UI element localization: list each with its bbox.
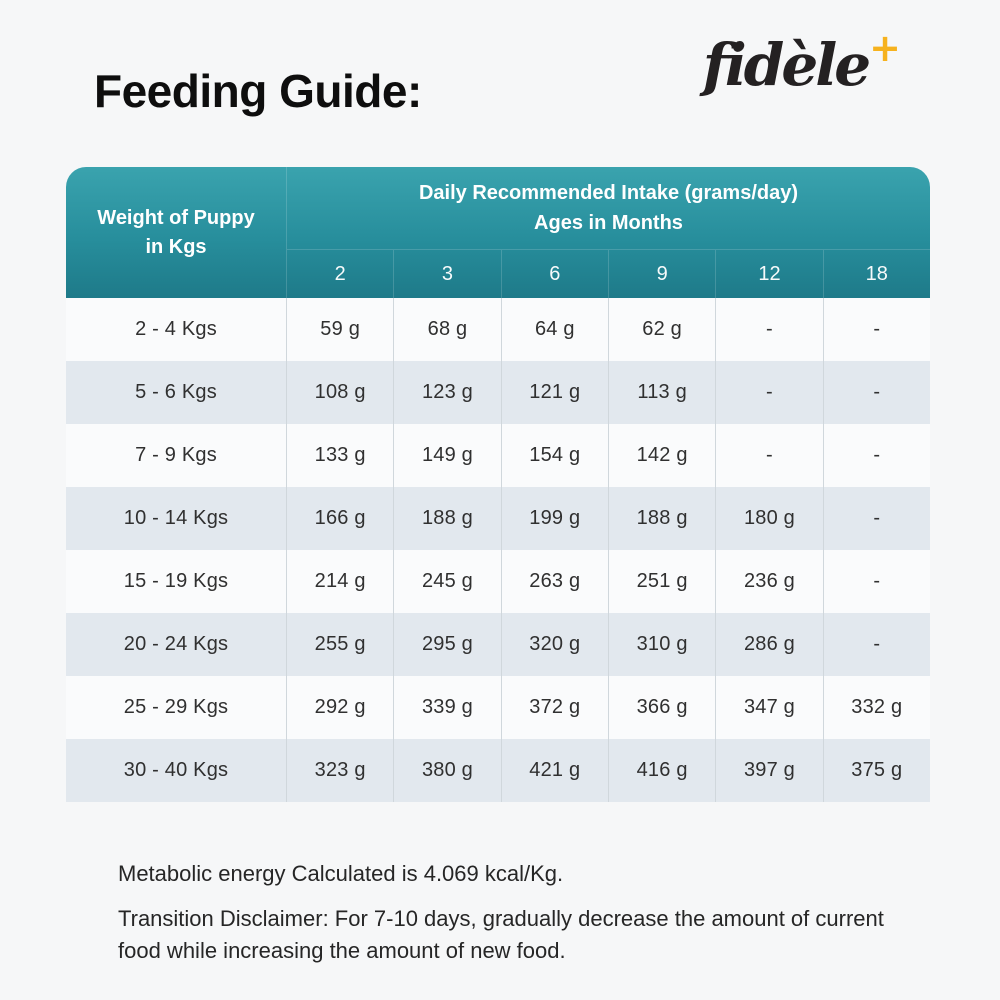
intake-cell: 375 g	[822, 739, 930, 802]
intake-cell: 347 g	[715, 676, 822, 739]
table-row: 20 - 24 Kgs 255 g 295 g 320 g 310 g 286 g-	[66, 613, 930, 676]
intake-cell: -	[822, 361, 930, 424]
intake-cell: 380 g	[393, 739, 500, 802]
intake-cell: -	[822, 487, 930, 550]
intake-cell: -	[822, 550, 930, 613]
weight-cell: 10 - 14 Kgs	[123, 507, 229, 529]
brand-plus-icon: +	[869, 26, 901, 70]
weight-cell: 15 - 19 Kgs	[123, 570, 229, 592]
ages-row: 2 3 6 9 12 18	[287, 249, 930, 298]
intake-cell: 263 g	[500, 550, 608, 613]
group-header-line2: Ages in Months	[534, 211, 683, 234]
intake-cell: 366 g	[607, 676, 715, 739]
footnotes: Metabolic energy Calculated is 4.069 kca…	[118, 858, 908, 967]
intake-cell: 64 g	[500, 298, 608, 361]
intake-cell: 255 g	[286, 613, 393, 676]
table-row: 25 - 29 Kgs 292 g 339 g 372 g 366 g 347 g 332 …	[66, 676, 930, 739]
intake-cell: -	[715, 424, 822, 487]
intake-cell: 149 g	[393, 424, 500, 487]
intake-cell: 199 g	[500, 487, 608, 550]
age-column-header: 3	[393, 250, 500, 298]
weight-column-header: Weight of Puppy in Kgs	[66, 167, 286, 298]
group-header: Daily Recommended Intake (grams/day) Age…	[287, 167, 930, 249]
age-column-header: 6	[500, 250, 608, 298]
intake-cell: 295 g	[393, 613, 500, 676]
intake-cell: 292 g	[286, 676, 393, 739]
weight-header-line1: Weight of Puppy	[97, 206, 255, 229]
intake-cell: 133 g	[286, 424, 393, 487]
intake-cell: 108 g	[286, 361, 393, 424]
intake-cell: 332 g	[822, 676, 930, 739]
weight-cell: 25 - 29 Kgs	[123, 696, 229, 718]
intake-cell: -	[822, 424, 930, 487]
feeding-guide-table: Weight of Puppy in Kgs Daily Recommended…	[66, 167, 930, 802]
age-column-header: 9	[607, 250, 715, 298]
intake-cell: 180 g	[715, 487, 822, 550]
intake-cell: 123 g	[393, 361, 500, 424]
group-header-line1: Daily Recommended Intake (grams/day)	[418, 181, 798, 204]
intake-cell: 286 g	[715, 613, 822, 676]
table-row: 30 - 40 Kgs 323 g 380 g 421 g 416 g 397 g 375 …	[66, 739, 930, 802]
intake-cell: 236 g	[715, 550, 822, 613]
table-row: 2 - 4 Kgs 59 g 68 g 64 g 62 g--	[66, 298, 930, 361]
table-row: 15 - 19 Kgs 214 g 245 g 263 g 251 g 236 g-	[66, 550, 930, 613]
intake-cell: 113 g	[607, 361, 715, 424]
page-title: Feeding Guide:	[94, 65, 422, 117]
intake-cell: 188 g	[607, 487, 715, 550]
table-row: 7 - 9 Kgs 133 g 149 g 154 g 142 g--	[66, 424, 930, 487]
weight-cell: 5 - 6 Kgs	[135, 381, 217, 403]
intake-cell: 421 g	[500, 739, 608, 802]
intake-cell: 121 g	[500, 361, 608, 424]
brand-logo: fidèle+	[703, 29, 901, 94]
intake-cell: -	[822, 298, 930, 361]
intake-cell: 323 g	[286, 739, 393, 802]
weight-cell: 2 - 4 Kgs	[135, 318, 217, 340]
intake-cell: 214 g	[286, 550, 393, 613]
intake-cell: 397 g	[715, 739, 822, 802]
table-row: 10 - 14 Kgs 166 g 188 g 199 g 188 g 180 g-	[66, 487, 930, 550]
intake-cell: 154 g	[500, 424, 608, 487]
table-row: 5 - 6 Kgs 108 g 123 g 121 g 113 g--	[66, 361, 930, 424]
intake-cell: 372 g	[500, 676, 608, 739]
intake-cell: 320 g	[500, 613, 608, 676]
age-column-header: 12	[715, 250, 822, 298]
weight-cell: 30 - 40 Kgs	[123, 759, 229, 781]
intake-cell: 416 g	[607, 739, 715, 802]
intake-cell: 188 g	[393, 487, 500, 550]
weight-cell: 20 - 24 Kgs	[123, 633, 229, 655]
note-metabolic-energy: Metabolic energy Calculated is 4.069 kca…	[118, 861, 564, 886]
weight-cell: 7 - 9 Kgs	[135, 444, 217, 466]
weight-header-line2: in Kgs	[145, 235, 207, 258]
age-column-header: 2	[334, 262, 346, 285]
intake-cell: 166 g	[286, 487, 393, 550]
intake-cell: 59 g	[286, 298, 393, 361]
intake-cell: -	[715, 298, 822, 361]
table-header: Weight of Puppy in Kgs Daily Recommended…	[66, 167, 930, 298]
intake-cell: 62 g	[607, 298, 715, 361]
intake-cell: 310 g	[607, 613, 715, 676]
brand-name: fidèle	[702, 31, 871, 99]
note-transition-disclaimer: Transition Disclaimer: For 7-10 days, gr…	[118, 906, 884, 963]
intake-header-group: Daily Recommended Intake (grams/day) Age…	[286, 167, 930, 298]
intake-cell: 142 g	[607, 424, 715, 487]
table-body: 2 - 4 Kgs 59 g 68 g 64 g 62 g--5 - 6 Kgs 108 …	[66, 298, 930, 802]
intake-cell: 68 g	[393, 298, 500, 361]
age-column-header: 18	[822, 250, 930, 298]
intake-cell: 245 g	[393, 550, 500, 613]
intake-cell: -	[715, 361, 822, 424]
intake-cell: -	[822, 613, 930, 676]
intake-cell: 339 g	[393, 676, 500, 739]
intake-cell: 251 g	[607, 550, 715, 613]
